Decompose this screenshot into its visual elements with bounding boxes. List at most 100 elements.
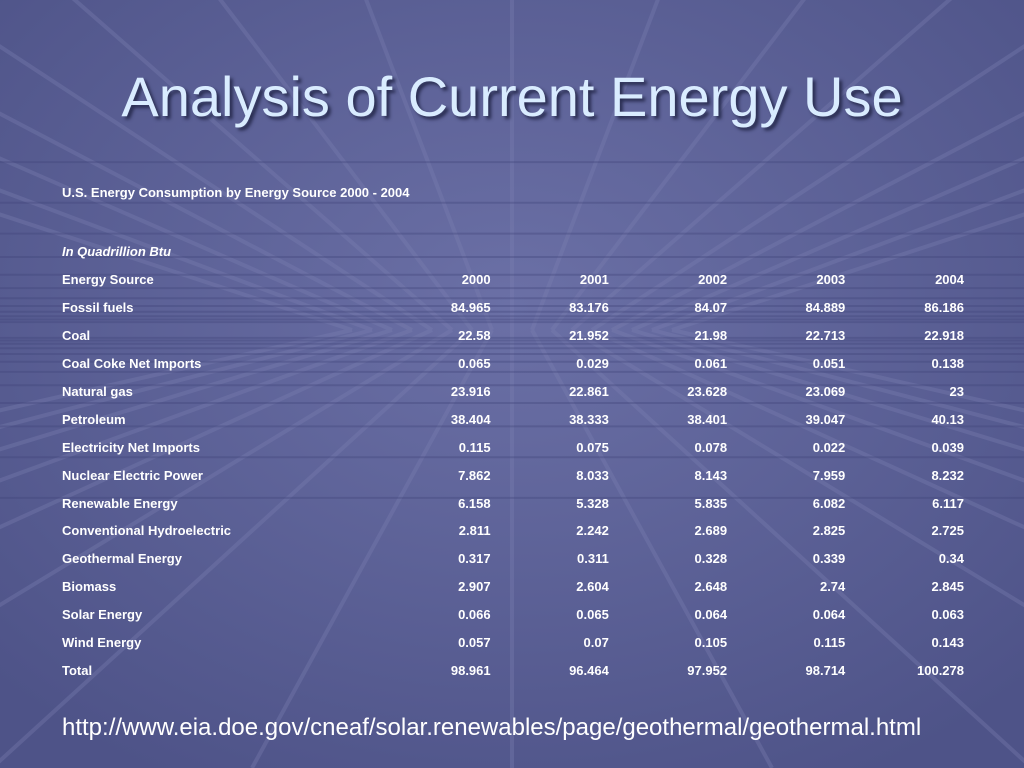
units-label: In Quadrillion Btu bbox=[62, 244, 172, 259]
value-cell: 100.278 bbox=[917, 662, 964, 678]
grid-line bbox=[590, 44, 1024, 332]
value-cell: 0.143 bbox=[931, 635, 964, 651]
value-cell: 39.047 bbox=[805, 411, 846, 427]
value-cell: 0.051 bbox=[812, 356, 846, 372]
grid-line bbox=[530, 0, 660, 331]
value-cell: 38.404 bbox=[450, 411, 491, 427]
energy-source-cell: Biomass bbox=[62, 579, 117, 595]
grid-line bbox=[550, 328, 1024, 764]
grid-line bbox=[0, 111, 413, 332]
value-cell: 38.401 bbox=[687, 411, 728, 427]
slide-title: Analysis of Current Energy Use bbox=[121, 65, 903, 128]
table-row: Nuclear Electric Power 7.862 8.033 8.143 7.9… bbox=[58, 461, 968, 489]
value-cell: 7.959 bbox=[812, 467, 846, 483]
energy-source-cell: Solar Energy bbox=[62, 607, 143, 623]
energy-source-cell: Renewable Energy bbox=[62, 495, 178, 511]
table-row: Coal Coke Net Imports 0.065 0.029 0.061 0.05… bbox=[58, 350, 968, 378]
value-cell: 0.138 bbox=[931, 356, 964, 372]
value-cell: 2.725 bbox=[931, 523, 964, 539]
energy-source-cell: Natural gas bbox=[62, 384, 133, 399]
value-cell: 21.98 bbox=[694, 328, 728, 344]
value-cell: 40.13 bbox=[931, 411, 964, 427]
value-cell: 23.069 bbox=[805, 384, 846, 399]
energy-source-cell: Geothermal Energy bbox=[62, 551, 182, 567]
energy-source-cell: Total bbox=[62, 662, 93, 678]
header-year: 2004 bbox=[935, 272, 964, 288]
value-cell: 0.115 bbox=[458, 439, 491, 455]
table-header-row: Energy Source 2000 2001 2002 2003 2004 bbox=[58, 266, 968, 294]
table-body: Fossil fuels 84.965 83.176 84.07 84.889 86.18… bbox=[58, 294, 968, 684]
table-row: Coal 22.58 21.952 21.98 22.713 22.918 bbox=[58, 322, 968, 350]
value-cell: 0.065 bbox=[458, 356, 491, 372]
value-cell: 8.232 bbox=[931, 467, 964, 483]
header-year: 2002 bbox=[698, 272, 728, 288]
grid-line bbox=[550, 0, 806, 332]
value-cell: 22.58 bbox=[458, 328, 491, 344]
value-cell: 86.186 bbox=[924, 300, 964, 316]
value-cell: 0.066 bbox=[458, 607, 491, 623]
energy-source-cell: Conventional Hydroelectric bbox=[62, 523, 232, 539]
value-cell: 0.105 bbox=[694, 635, 728, 651]
energy-source-cell: Coal bbox=[62, 328, 91, 344]
source-link[interactable]: http://www.eia.doe.gov/cneaf/solar.renew… bbox=[62, 714, 922, 741]
value-cell: 0.078 bbox=[694, 439, 728, 455]
value-cell: 7.862 bbox=[458, 467, 491, 483]
value-cell: 2.242 bbox=[576, 523, 609, 539]
value-cell: 6.158 bbox=[458, 495, 491, 511]
value-cell: 2.604 bbox=[576, 579, 609, 595]
header-energy-source: Energy Source bbox=[62, 272, 154, 288]
energy-table: Energy Source 2000 2001 2002 2003 2004 F… bbox=[58, 266, 968, 684]
grid-line bbox=[71, 0, 454, 332]
value-cell: 23.628 bbox=[687, 384, 728, 399]
grid-line bbox=[0, 188, 373, 332]
grid-line bbox=[0, 328, 393, 452]
value-cell: 0.317 bbox=[458, 551, 491, 567]
value-cell: 23.916 bbox=[450, 384, 491, 399]
value-cell: 22.861 bbox=[569, 384, 609, 399]
value-cell: 96.464 bbox=[569, 662, 609, 678]
grid-line bbox=[218, 0, 474, 332]
grid-line bbox=[0, 328, 454, 608]
value-cell: 5.835 bbox=[694, 495, 728, 511]
value-cell: 0.064 bbox=[694, 607, 728, 623]
value-cell: 0.075 bbox=[576, 439, 609, 455]
value-cell: 6.117 bbox=[932, 495, 964, 511]
table-row: Petroleum 38.404 38.333 38.401 39.047 40.13 bbox=[58, 405, 968, 433]
energy-source-cell: Coal Coke Net Imports bbox=[62, 356, 202, 372]
grid-line bbox=[0, 328, 373, 430]
value-cell: 84.07 bbox=[694, 300, 728, 316]
value-cell: 0.115 bbox=[813, 635, 846, 651]
value-cell: 0.07 bbox=[583, 635, 609, 651]
value-cell: 0.339 bbox=[812, 551, 846, 567]
value-cell: 6.082 bbox=[812, 495, 846, 511]
grid-line bbox=[0, 328, 353, 413]
value-cell: 2.825 bbox=[812, 523, 846, 539]
value-cell: 84.889 bbox=[805, 300, 846, 316]
value-cell: 98.714 bbox=[805, 662, 846, 678]
grid-line bbox=[0, 328, 413, 483]
grid-line bbox=[611, 328, 1024, 483]
table-row: Renewable Energy 6.158 5.328 5.835 6.082 6.11… bbox=[58, 489, 968, 517]
table-row: Electricity Net Imports 0.115 0.075 0.078 0.… bbox=[58, 433, 968, 461]
value-cell: 84.965 bbox=[450, 300, 491, 316]
table-row: Solar Energy 0.066 0.065 0.064 0.064 0.063 bbox=[58, 601, 968, 629]
value-cell: 83.176 bbox=[569, 300, 609, 316]
table-row: Total 98.961 96.464 97.952 98.714 100.278 bbox=[58, 656, 968, 684]
value-cell: 2.811 bbox=[458, 523, 491, 539]
header-year: 2003 bbox=[816, 272, 846, 288]
value-cell: 2.907 bbox=[458, 579, 491, 595]
grid-line bbox=[631, 156, 1024, 332]
table-row: Biomass 2.907 2.604 2.648 2.74 2.845 bbox=[58, 573, 968, 601]
value-cell: 0.022 bbox=[812, 439, 846, 455]
grid-line bbox=[651, 328, 1024, 430]
grid-line bbox=[591, 328, 1024, 530]
table-row: Natural gas 23.916 22.861 23.628 23.069 23 bbox=[58, 378, 968, 406]
grid-line bbox=[0, 328, 474, 764]
table-row: Geothermal Energy 0.317 0.311 0.328 0.339 0.3… bbox=[58, 545, 968, 573]
table-row: Conventional Hydroelectric 2.811 2.242 2.68… bbox=[58, 517, 968, 545]
value-cell: 8.033 bbox=[576, 467, 609, 483]
value-cell: 22.713 bbox=[805, 328, 846, 344]
value-cell: 0.039 bbox=[931, 439, 964, 455]
grid-line bbox=[631, 328, 1024, 452]
